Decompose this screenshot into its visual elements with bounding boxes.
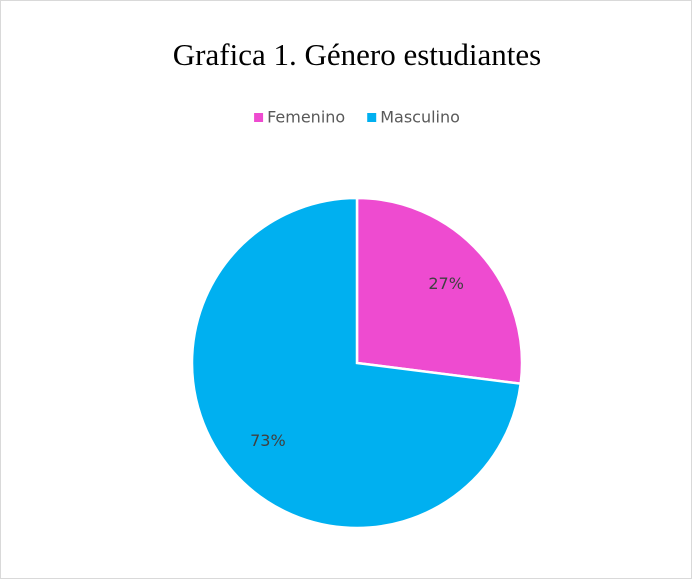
legend-marker [367, 113, 377, 122]
chart-title: Grafica 1. Género estudiantes [173, 37, 541, 72]
legend-label: Masculino [380, 108, 460, 127]
data-label: 73% [250, 431, 286, 450]
data-label: 27% [428, 274, 464, 293]
pie-slice [355, 196, 524, 386]
legend-label: Femenino [267, 108, 345, 127]
legend-marker [254, 113, 264, 122]
pie-slice [190, 196, 523, 530]
